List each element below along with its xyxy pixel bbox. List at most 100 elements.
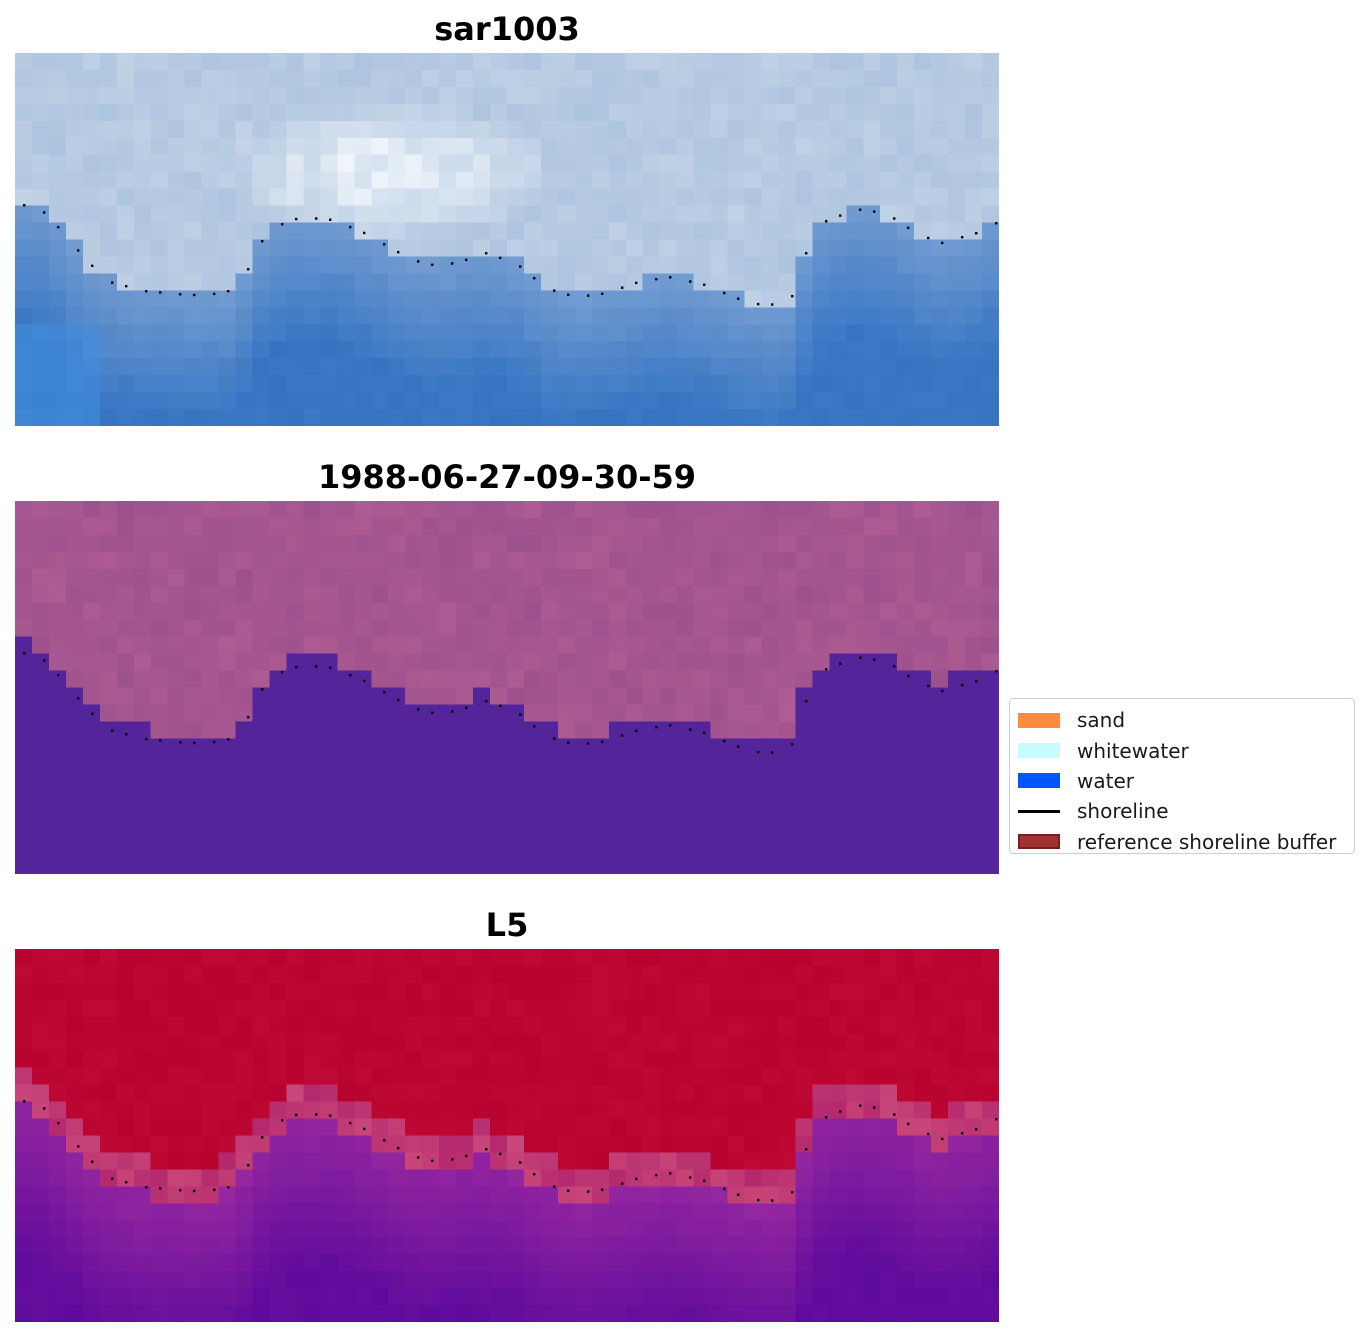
shoreline-point (179, 293, 182, 296)
shoreline-point (601, 292, 604, 295)
shoreline-point (431, 1159, 434, 1162)
shoreline-point (621, 1182, 624, 1185)
shoreline-point (723, 739, 726, 743)
shoreline-point (465, 706, 468, 710)
shoreline-point (57, 674, 60, 677)
shoreline-point (995, 670, 998, 673)
shoreline-point (635, 281, 638, 285)
image-panel-rgb (15, 53, 999, 426)
shoreline-point (43, 659, 46, 662)
shoreline-point (451, 1158, 454, 1161)
shoreline-point (893, 1113, 896, 1116)
shoreline-point (329, 666, 332, 669)
shoreline-point (261, 240, 264, 243)
shoreline-point (111, 1177, 114, 1180)
shoreline-point (383, 1139, 386, 1142)
shoreline-point (961, 684, 964, 687)
shoreline-point (363, 679, 366, 683)
shoreline-point (91, 712, 94, 715)
shoreline-overlay-1 (23, 204, 998, 306)
shoreline-point (451, 262, 454, 265)
image-panel-classified (15, 501, 999, 874)
shoreline-point (261, 1136, 264, 1139)
shoreline-point (553, 737, 556, 740)
shoreline-point (485, 1148, 488, 1151)
shoreline-point (567, 741, 570, 744)
shoreline-point (961, 236, 964, 239)
shoreline-point (757, 302, 760, 306)
shoreline-point (125, 733, 128, 736)
legend-item-whitewater: whitewater (1018, 735, 1346, 765)
shoreline-point (417, 1156, 420, 1159)
shoreline-point (383, 691, 386, 694)
shoreline-point (975, 232, 978, 235)
shoreline-point (193, 293, 196, 297)
shoreline-point (125, 285, 128, 288)
shoreline-point (227, 738, 230, 741)
shoreline-point (227, 1186, 230, 1189)
panel-title-2: 1988-06-27-09-30-59 (317, 458, 697, 496)
shoreline-point (533, 1173, 536, 1176)
shoreline-point (975, 680, 978, 683)
shoreline-point (329, 218, 332, 221)
shoreline-point (737, 745, 740, 748)
shoreline-point (859, 656, 862, 659)
shoreline-point (499, 704, 502, 708)
shoreline-point (499, 256, 502, 260)
shoreline-point (145, 290, 148, 293)
shoreline-point (349, 673, 352, 677)
shoreline-point (941, 689, 944, 693)
shoreline-point (281, 1119, 284, 1122)
legend-label-sand: sand (1077, 708, 1126, 733)
shoreline-point (553, 289, 556, 292)
shoreline-point (703, 283, 706, 286)
shoreline-point (227, 290, 230, 293)
shoreline-point (621, 286, 624, 289)
shoreline-point (23, 204, 26, 207)
shoreline-point (383, 243, 386, 246)
legend-label-reference-buffer: reference shoreline buffer (1077, 829, 1337, 854)
shoreline-point (703, 731, 706, 734)
shoreline-point (23, 652, 26, 655)
shoreline-point (825, 1116, 828, 1119)
shoreline-point (533, 277, 536, 280)
shoreline-point (77, 697, 80, 700)
shoreline-point (839, 214, 842, 217)
shoreline-point (431, 263, 434, 266)
shoreline-point (431, 711, 434, 714)
shoreline-point (873, 210, 876, 213)
shoreline-point (689, 280, 692, 283)
shoreline-point (485, 252, 488, 255)
shoreline-point (839, 662, 842, 665)
shoreline-point (839, 1110, 842, 1113)
shoreline-point (247, 268, 250, 271)
shoreline-point (519, 713, 522, 716)
shoreline-point (23, 1100, 26, 1103)
shoreline-point (213, 1188, 216, 1192)
shoreline-point (567, 293, 570, 296)
shoreline-point (519, 1161, 522, 1164)
shoreline-point (689, 1176, 692, 1179)
sand-swatch (1018, 712, 1060, 728)
shoreline-point (247, 1164, 250, 1167)
shoreline-point (737, 297, 740, 300)
shoreline-point (587, 294, 590, 297)
shoreline-point (213, 740, 216, 744)
reference-buffer-swatch (1018, 834, 1060, 850)
water-swatch (1018, 773, 1060, 789)
image-panel-index (15, 949, 999, 1322)
shoreline-overlay-2 (23, 652, 998, 754)
shoreline-point (635, 1177, 638, 1181)
shoreline-point (315, 1113, 318, 1116)
shoreline-point (907, 674, 910, 678)
shoreline-point (159, 1187, 162, 1190)
shoreline-point (315, 665, 318, 668)
shoreline-point (621, 734, 624, 737)
shoreline-point (587, 742, 590, 745)
shoreline-point (927, 1132, 930, 1136)
shoreline-point (499, 1152, 502, 1156)
shoreline-point (397, 1146, 400, 1150)
shoreline-point (601, 1188, 604, 1191)
shoreline-point (791, 1190, 794, 1194)
index-image (15, 949, 999, 1322)
